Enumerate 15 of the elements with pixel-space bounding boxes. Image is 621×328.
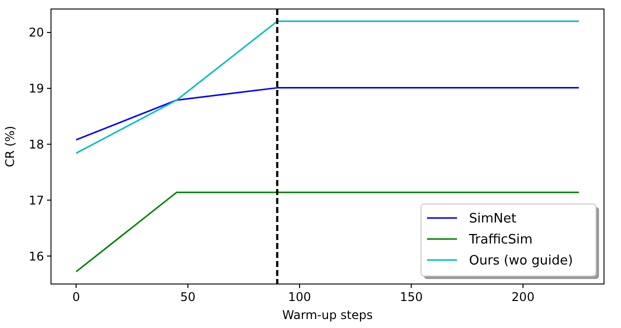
legend-label: TrafficSim [468, 232, 533, 248]
y-axis-title: CR (%) [3, 126, 17, 168]
y-tick-label: 20 [28, 26, 44, 40]
x-axis-title: Warm-up steps [282, 308, 373, 322]
x-tick-label: 150 [400, 290, 423, 304]
x-tick-label: 100 [288, 290, 312, 304]
x-tick-label: 0 [72, 290, 80, 304]
y-tick-label: 16 [28, 249, 44, 264]
x-tick-label: 200 [512, 290, 534, 304]
y-tick-label: 17 [28, 193, 44, 208]
legend-label: SimNet [469, 212, 516, 227]
legend-label: Ours (wo guide) [469, 254, 573, 269]
y-tick-label: 19 [28, 82, 44, 96]
y-tick-label: 18 [28, 137, 44, 152]
x-tick-label: 50 [180, 290, 196, 304]
